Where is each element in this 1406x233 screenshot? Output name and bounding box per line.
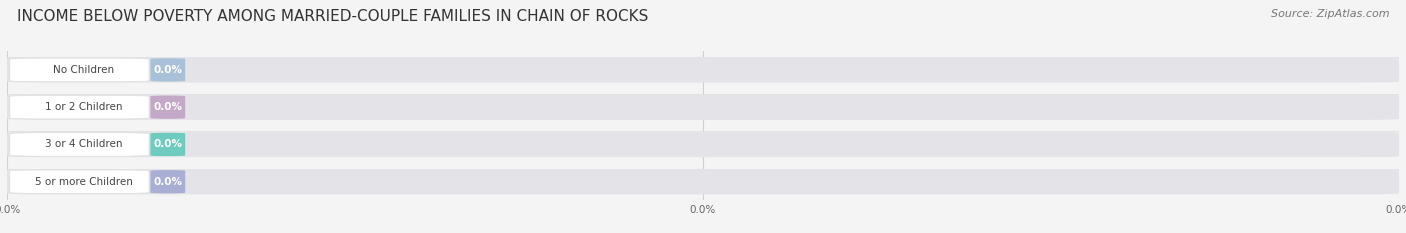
Text: 0.0%: 0.0% — [153, 177, 183, 187]
Text: INCOME BELOW POVERTY AMONG MARRIED-COUPLE FAMILIES IN CHAIN OF ROCKS: INCOME BELOW POVERTY AMONG MARRIED-COUPL… — [17, 9, 648, 24]
FancyBboxPatch shape — [7, 95, 1399, 120]
Text: No Children: No Children — [53, 65, 114, 75]
FancyBboxPatch shape — [7, 132, 1399, 157]
FancyBboxPatch shape — [10, 133, 149, 156]
FancyBboxPatch shape — [10, 170, 149, 193]
FancyBboxPatch shape — [10, 58, 149, 82]
Text: Source: ZipAtlas.com: Source: ZipAtlas.com — [1271, 9, 1389, 19]
FancyBboxPatch shape — [150, 170, 186, 193]
FancyBboxPatch shape — [7, 57, 1399, 82]
FancyBboxPatch shape — [150, 133, 186, 156]
Text: 0.0%: 0.0% — [153, 102, 183, 112]
Text: 0.0%: 0.0% — [153, 65, 183, 75]
FancyBboxPatch shape — [150, 58, 186, 82]
FancyBboxPatch shape — [150, 96, 186, 119]
Text: 3 or 4 Children: 3 or 4 Children — [45, 140, 122, 149]
FancyBboxPatch shape — [7, 169, 1399, 194]
FancyBboxPatch shape — [10, 96, 149, 119]
Text: 0.0%: 0.0% — [153, 140, 183, 149]
Text: 1 or 2 Children: 1 or 2 Children — [45, 102, 122, 112]
Text: 5 or more Children: 5 or more Children — [35, 177, 132, 187]
